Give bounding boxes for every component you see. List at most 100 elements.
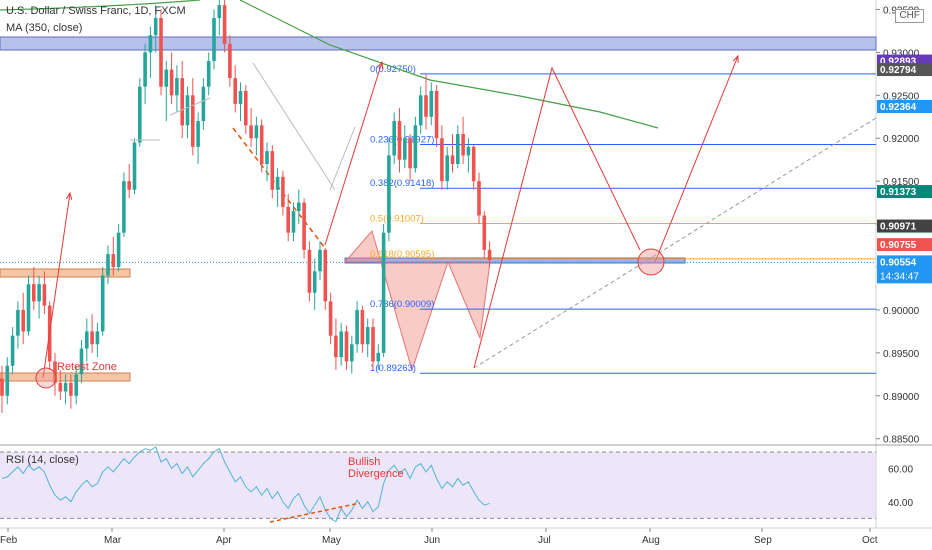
candle-body — [365, 327, 370, 345]
candle-body — [270, 151, 275, 190]
candle-body — [418, 95, 423, 126]
candle-body — [10, 335, 15, 366]
candle-body — [471, 146, 476, 182]
candle-body — [254, 125, 259, 139]
fib-level-label: 0.382(0.91418) — [370, 178, 434, 189]
time-tick-label: Sep — [754, 535, 772, 546]
time-tick-label: Feb — [0, 535, 18, 546]
candle-body — [37, 284, 41, 302]
candle-body — [169, 69, 174, 96]
candle-body — [339, 331, 343, 358]
candle-body — [344, 331, 349, 362]
candle-body — [95, 331, 100, 345]
candle-body — [58, 382, 63, 392]
projection-arrow-may — [324, 61, 383, 246]
candles-group — [0, 0, 492, 413]
candle-body — [122, 181, 126, 233]
candle-body — [445, 155, 449, 182]
time-tick-label: Aug — [642, 535, 660, 546]
fib-level-label: 0.5(0.91007) — [370, 213, 424, 224]
rsi-band — [0, 451, 876, 519]
candle-body — [275, 176, 280, 190]
candle-body — [5, 365, 10, 396]
time-tick-label: Jun — [424, 535, 440, 546]
candle-body — [408, 138, 412, 169]
ma-indicator-label: MA (350, close) — [6, 22, 83, 34]
candle-body — [153, 18, 158, 36]
price-badge-label: 0.90554 — [880, 257, 917, 268]
candle-body — [477, 181, 481, 216]
wedge-line — [329, 126, 356, 191]
fib-level-label: 1(0.89263) — [370, 363, 416, 374]
fib-level-label: 0.786(0.90009) — [370, 299, 434, 310]
candle-body — [403, 138, 407, 160]
candle-body — [297, 202, 301, 212]
candle-body — [392, 121, 396, 156]
candle-body — [265, 151, 269, 164]
candle-body — [307, 249, 312, 293]
candle-body — [355, 309, 359, 345]
candle-body — [0, 378, 4, 396]
price-tick-label: 0.92000 — [883, 134, 920, 145]
price-badge — [877, 238, 932, 252]
symbol-title: U.S. Dollar / Swiss Franc, 1D, FXCM — [6, 5, 186, 17]
candle-body — [100, 275, 105, 332]
candle-body — [164, 69, 169, 87]
candle-body — [281, 176, 285, 207]
ascending-trendline — [473, 117, 877, 369]
retest-circle-feb — [35, 367, 57, 389]
candle-body — [111, 254, 116, 268]
rsi-indicator-label: RSI (14, close) — [6, 454, 79, 466]
candle-body — [180, 78, 184, 126]
price-badge-label: 0.90755 — [880, 240, 917, 251]
price-tick-label: 0.89000 — [883, 392, 920, 403]
retest-circle-aug — [637, 248, 665, 276]
price-badge-label: 0.91373 — [880, 187, 917, 198]
candle-body — [196, 121, 200, 147]
currency-chip[interactable]: CHF — [895, 9, 924, 23]
candle-body — [323, 249, 328, 302]
fib-level-label: 0.618(0.90595) — [370, 249, 434, 260]
time-tick-label: May — [322, 535, 341, 546]
price-badge-label: 0.92893 — [880, 57, 917, 68]
time-tick-label: Mar — [104, 535, 122, 546]
candle-body — [217, 5, 222, 19]
candle-body — [424, 95, 428, 117]
candle-body — [334, 335, 338, 358]
candle-body — [456, 133, 460, 164]
candle-body — [291, 211, 296, 233]
projection-arrow-may-head — [377, 60, 384, 70]
price-tick-label: 0.91500 — [883, 177, 920, 188]
candle-body — [233, 78, 237, 104]
candle-body — [286, 206, 290, 233]
rsi-line — [1, 446, 490, 523]
candle-body — [244, 91, 248, 126]
price-tick-label: 0.89500 — [883, 349, 920, 360]
candle-body — [482, 215, 487, 250]
candle-body — [212, 18, 216, 61]
candle-body — [148, 35, 153, 53]
price-badge — [877, 255, 932, 284]
candle-body — [350, 344, 354, 362]
projection-arrow-feb-head — [65, 191, 73, 200]
price-badge — [877, 185, 932, 199]
wedge-line — [169, 97, 211, 116]
candle-body — [397, 121, 402, 160]
price-tick-label: 0.88500 — [883, 435, 920, 446]
candle-body — [143, 52, 147, 87]
candle-body — [259, 125, 264, 164]
candle-body — [440, 138, 444, 182]
projection-arrow-aug-head — [732, 54, 739, 64]
candle-body — [21, 309, 25, 332]
price-badge — [877, 219, 932, 233]
candle-body — [138, 86, 142, 143]
price-badge — [877, 99, 932, 113]
retest-zone-label: Retest Zone — [57, 361, 117, 373]
candle-body — [466, 146, 471, 156]
price-tick-label: 0.90000 — [883, 306, 920, 317]
price-pane — [0, 0, 876, 443]
projection-arrow-feb — [42, 192, 71, 379]
candle-body — [487, 249, 492, 261]
candle-body — [106, 254, 110, 276]
